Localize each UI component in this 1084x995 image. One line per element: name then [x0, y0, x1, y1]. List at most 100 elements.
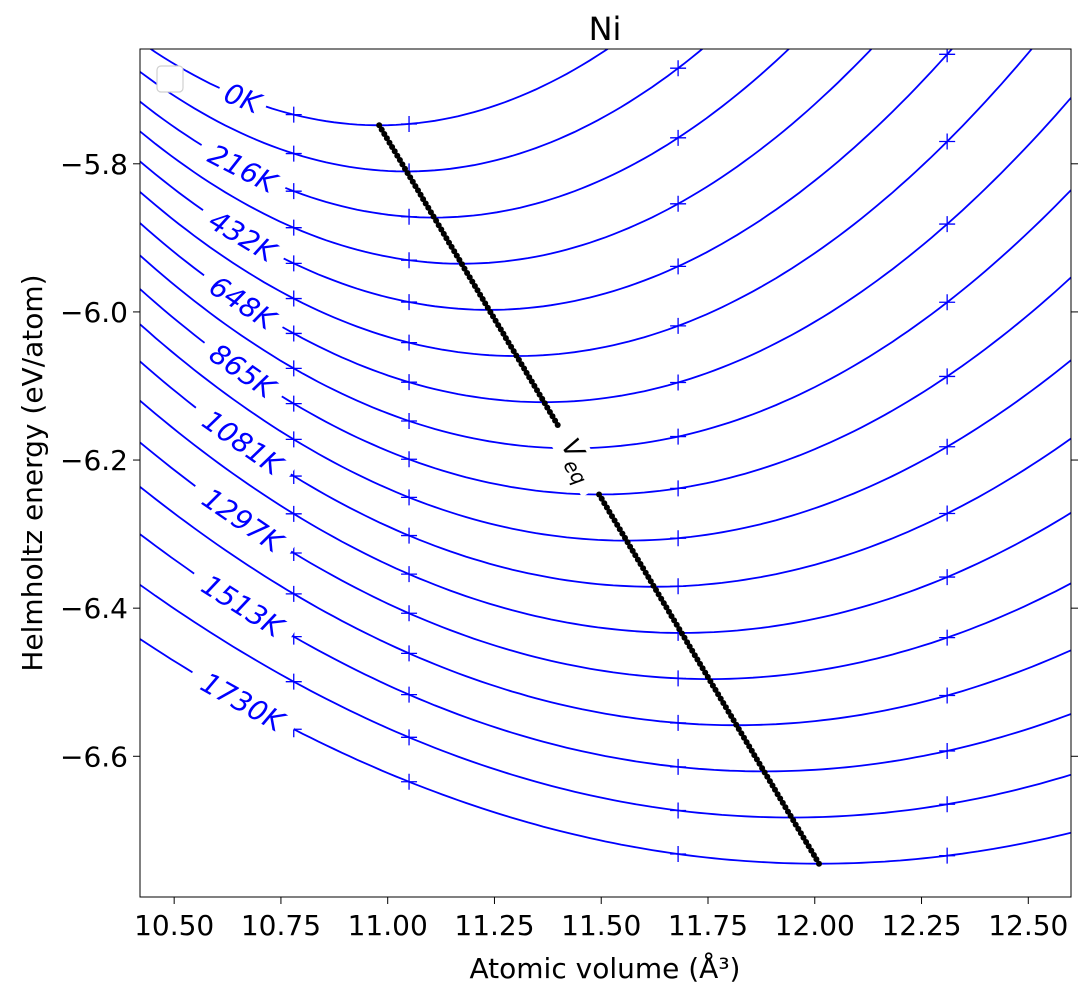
data-point-marker — [670, 129, 687, 146]
data-point-marker — [670, 714, 687, 731]
isotherm-865K — [140, 276, 1071, 496]
veq-point — [715, 691, 722, 698]
veq-point — [702, 669, 709, 676]
veq-point — [596, 491, 603, 498]
veq-point — [490, 313, 496, 320]
veq-point — [446, 239, 452, 246]
veq-point — [601, 500, 608, 507]
veq-point — [515, 356, 522, 363]
veq-point — [526, 374, 533, 381]
veq-point — [622, 534, 628, 541]
data-point-marker — [401, 527, 418, 544]
veq-point — [606, 508, 613, 515]
veq-point — [678, 630, 685, 637]
isotherm-label-background — [192, 196, 293, 276]
veq-point — [634, 556, 641, 563]
data-point-marker — [670, 60, 687, 77]
data-point-marker — [285, 106, 302, 123]
veq-point — [777, 795, 784, 802]
veq-point — [805, 843, 812, 850]
veq-point — [407, 174, 414, 181]
veq-point — [448, 243, 455, 250]
veq-point — [759, 765, 766, 772]
veq-point — [797, 830, 804, 837]
veq-point — [502, 335, 509, 342]
veq-point — [808, 847, 815, 854]
veq-point — [663, 604, 670, 611]
veq-point — [531, 382, 538, 389]
isotherm-label-1081K: 1081K — [196, 403, 290, 483]
data-point-marker — [939, 133, 956, 150]
data-points — [285, 49, 956, 864]
veq-point — [427, 209, 434, 216]
veq-point — [440, 230, 447, 237]
veq-point — [536, 391, 543, 398]
veq-point — [647, 578, 654, 585]
data-point-marker — [939, 216, 956, 233]
veq-point — [660, 600, 667, 607]
y-tick-label: −5.8 — [60, 148, 128, 181]
veq-point — [433, 217, 440, 224]
veq-point — [753, 756, 760, 763]
isotherm-1406K — [140, 486, 1071, 727]
isotherm-label-background — [193, 328, 292, 413]
y-tick-label: −6.4 — [60, 592, 128, 625]
veq-point — [528, 378, 535, 385]
veq-point — [681, 634, 688, 641]
veq-point — [554, 422, 561, 428]
data-point-marker — [401, 252, 418, 269]
data-point-marker — [939, 796, 956, 813]
data-point-marker — [670, 195, 687, 212]
chart-title: Ni — [589, 10, 622, 48]
data-point-marker — [401, 489, 418, 506]
isotherm-1514K — [140, 533, 1071, 773]
veq-point — [539, 395, 546, 402]
veq-point — [546, 409, 553, 415]
veq-point — [469, 278, 476, 285]
veq-point — [505, 339, 512, 346]
data-point-marker — [285, 290, 302, 307]
data-point-marker — [285, 145, 302, 162]
x-tick-label: 12.50 — [988, 909, 1068, 942]
data-point-marker — [939, 629, 956, 646]
plot-frame — [139, 48, 1072, 898]
veq-point — [430, 213, 437, 220]
data-point-marker — [401, 374, 418, 391]
veq-point — [813, 856, 820, 863]
veq-point — [725, 708, 732, 715]
veq-point — [394, 152, 401, 159]
data-point-marker — [939, 687, 956, 704]
data-point-marker — [285, 585, 302, 602]
veq-point — [474, 287, 481, 294]
veq-point — [391, 148, 398, 155]
veq-point — [733, 721, 740, 728]
veq-point — [709, 682, 716, 689]
veq-point — [676, 626, 683, 633]
veq-point — [741, 734, 747, 741]
veq-point — [425, 204, 432, 211]
veq-point — [508, 343, 515, 350]
veq-point — [471, 283, 478, 289]
data-point-marker — [401, 729, 418, 746]
x-tick-label: 12.25 — [881, 909, 961, 942]
veq-point — [619, 530, 626, 537]
veq-point — [466, 274, 473, 281]
veq-point — [544, 404, 551, 411]
data-point-marker — [285, 325, 302, 342]
y-tick-label: −6.2 — [60, 444, 128, 477]
data-point-marker — [285, 505, 302, 522]
veq-point — [422, 200, 429, 207]
isotherm-1298K — [140, 441, 1071, 680]
veq-point — [684, 639, 691, 646]
veq-point — [461, 265, 468, 272]
isotherm-label-background — [183, 657, 302, 746]
veq-point — [627, 543, 634, 550]
data-point-marker — [939, 368, 956, 385]
veq-point — [409, 178, 416, 185]
veq-point — [717, 695, 724, 702]
veq-point — [704, 673, 711, 680]
veq-point — [549, 413, 556, 420]
veq-point — [712, 686, 719, 693]
veq-point — [495, 322, 502, 329]
veq-point — [598, 495, 605, 502]
